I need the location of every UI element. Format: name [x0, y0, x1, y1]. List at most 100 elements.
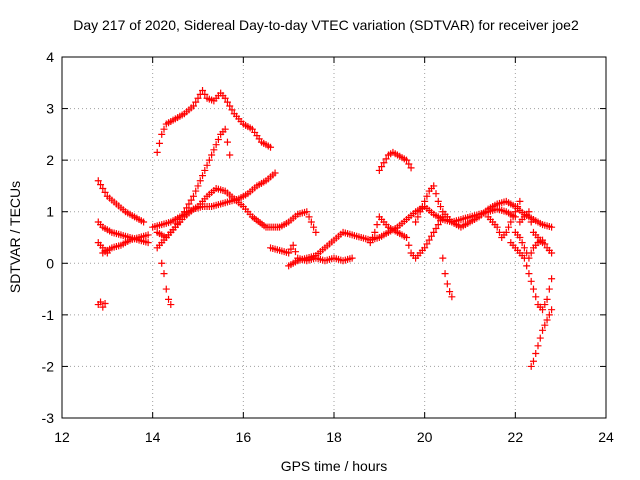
- data-point: [194, 94, 202, 102]
- data-point: [520, 244, 528, 252]
- data-point: [223, 138, 231, 146]
- data-point: [312, 228, 320, 236]
- data-point: [421, 244, 429, 252]
- data-point: [525, 254, 533, 262]
- chart-title: Day 217 of 2020, Sidereal Day-to-day VTE…: [73, 17, 579, 33]
- series-s15: [412, 182, 556, 231]
- data-point: [543, 295, 551, 303]
- data-point: [144, 231, 152, 239]
- data-point: [548, 223, 556, 231]
- data-point: [423, 192, 431, 200]
- data-point: [539, 239, 547, 247]
- data-point: [403, 234, 411, 241]
- grid: [62, 57, 606, 418]
- data-point: [529, 285, 537, 293]
- data-point: [437, 203, 445, 211]
- data-point: [414, 213, 422, 221]
- data-point: [158, 259, 166, 267]
- series-s21: [516, 208, 547, 247]
- data-point: [509, 213, 517, 221]
- data-point: [287, 245, 295, 253]
- data-point: [495, 228, 503, 236]
- series-s5: [94, 298, 109, 311]
- data-point: [199, 172, 207, 180]
- data-point: [208, 151, 216, 159]
- data-point: [448, 293, 456, 301]
- data-point: [155, 139, 163, 147]
- plot-frame: [61, 56, 607, 419]
- y-tick-label: 1: [46, 204, 54, 220]
- x-tick-label: 12: [54, 429, 70, 445]
- data-point: [514, 203, 522, 211]
- data-point: [189, 102, 197, 110]
- data-point: [271, 169, 279, 177]
- data-point: [223, 98, 231, 106]
- data-point: [101, 188, 109, 196]
- data-point: [160, 270, 168, 278]
- data-point: [165, 295, 173, 303]
- data-point: [380, 159, 388, 167]
- x-tick-label: 22: [508, 429, 524, 445]
- data-point: [516, 234, 524, 241]
- series-s20: [527, 306, 556, 370]
- data-point: [267, 143, 275, 151]
- data-point: [548, 249, 556, 257]
- series-s16: [439, 254, 456, 301]
- data-point: [432, 224, 440, 232]
- y-tick-label: -2: [42, 358, 55, 374]
- data-point: [529, 357, 537, 365]
- data-point: [523, 262, 531, 270]
- series-s18: [507, 239, 556, 314]
- data-point: [153, 148, 161, 156]
- series-s10: [158, 259, 175, 309]
- data-point: [532, 350, 540, 358]
- data-point: [525, 270, 533, 278]
- data-point: [196, 177, 204, 185]
- x-axis-label: GPS time / hours: [281, 458, 388, 474]
- x-tick-label: 18: [326, 429, 342, 445]
- data-point: [158, 130, 166, 138]
- data-point: [507, 218, 515, 226]
- data-point: [525, 208, 533, 216]
- data-point: [140, 218, 148, 226]
- data-point: [366, 239, 374, 247]
- y-axis-label: SDTVAR / TECUs: [7, 181, 23, 293]
- data-point: [511, 208, 519, 216]
- data-point: [378, 163, 386, 171]
- data-point: [527, 249, 535, 257]
- data-point: [527, 362, 535, 370]
- data-point: [310, 223, 318, 231]
- data-point: [348, 254, 356, 262]
- data-point: [97, 181, 105, 189]
- series-s11: [267, 241, 356, 265]
- data-point: [543, 316, 551, 324]
- series-s13: [375, 148, 415, 174]
- data-point: [446, 288, 454, 296]
- data-point: [303, 208, 311, 216]
- data-point: [99, 185, 107, 193]
- data-point: [144, 239, 152, 247]
- y-tick-label: 2: [46, 152, 54, 168]
- data-point: [371, 228, 379, 236]
- data-point: [305, 213, 313, 221]
- data-point: [162, 285, 170, 293]
- data-point: [192, 187, 200, 195]
- data-point: [94, 177, 102, 185]
- data-points: [94, 87, 556, 370]
- data-point: [382, 155, 390, 163]
- x-tick-label: 24: [598, 429, 614, 445]
- data-point: [403, 156, 411, 164]
- data-point: [212, 141, 220, 149]
- data-point: [493, 223, 501, 231]
- data-point: [430, 228, 438, 236]
- data-point: [539, 306, 547, 314]
- data-point: [545, 311, 553, 319]
- data-point: [192, 98, 200, 106]
- data-point: [214, 136, 222, 144]
- data-point: [226, 151, 234, 159]
- data-point: [425, 236, 433, 244]
- data-point: [421, 197, 429, 205]
- data-point: [430, 182, 438, 190]
- data-point: [405, 160, 413, 168]
- data-point: [167, 301, 175, 309]
